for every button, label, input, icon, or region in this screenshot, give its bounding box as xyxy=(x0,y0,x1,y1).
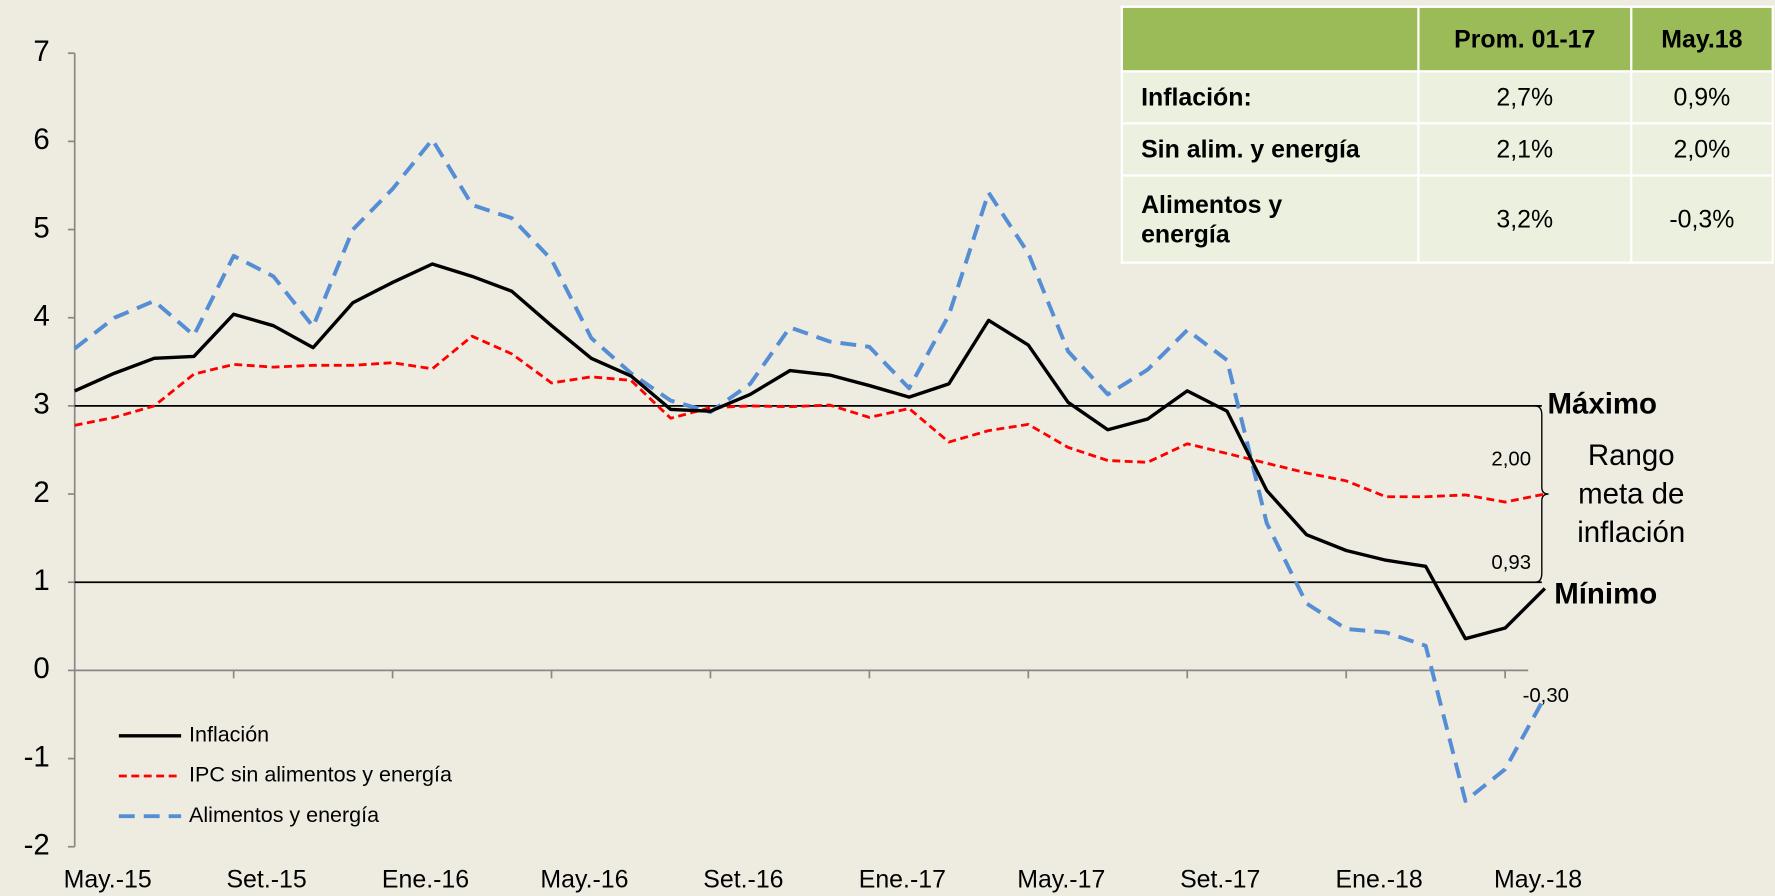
series-line xyxy=(74,262,1547,641)
cell: 3,2% xyxy=(1417,174,1633,264)
y-tick-label: -2 xyxy=(24,829,50,862)
x-tick-label: May.-17 xyxy=(1017,865,1105,893)
col-header: Prom. 01-17 xyxy=(1417,5,1633,73)
series-line xyxy=(73,137,1547,803)
x-tick-label: May.-16 xyxy=(540,865,628,893)
row-label: Inflación: xyxy=(1120,70,1420,125)
x-tick-label: Ene.-18 xyxy=(1336,865,1423,893)
y-tick-label: 1 xyxy=(33,564,49,597)
y-tick-label: 5 xyxy=(33,211,49,244)
reference-label: Máximo xyxy=(1547,388,1657,421)
end-label: -0,30 xyxy=(1523,685,1569,707)
row-label: Sin alim. y energía xyxy=(1120,122,1420,177)
range-label: meta de xyxy=(1578,478,1684,511)
legend-label: Alimentos y energía xyxy=(189,803,379,827)
end-label: 2,00 xyxy=(1491,448,1531,470)
reference-label: Mínimo xyxy=(1554,578,1657,611)
x-tick-label: Set.-15 xyxy=(226,865,306,893)
summary-table: Prom. 01-17 May.18 Inflación: 2,7% 0,9% Sin… xyxy=(1120,5,1774,264)
legend-label: Inflación xyxy=(189,722,269,746)
range-label: inflación xyxy=(1577,516,1685,549)
x-tick-label: Ene.-17 xyxy=(859,865,946,893)
range-label: Rango xyxy=(1588,439,1675,472)
y-tick-label: 3 xyxy=(33,388,49,421)
y-tick-label: 7 xyxy=(33,35,49,68)
cell: 2,7% xyxy=(1417,70,1633,125)
y-tick-label: -1 xyxy=(24,740,50,773)
legend-label: IPC sin alimentos y energía xyxy=(189,763,452,787)
x-tick-label: Ene.-16 xyxy=(382,865,469,893)
header-blank xyxy=(1120,5,1420,73)
series-line xyxy=(74,334,1546,504)
x-tick-label: May.-15 xyxy=(64,865,152,893)
x-tick-label: May.-18 xyxy=(1494,865,1582,893)
y-tick-label: 4 xyxy=(33,300,49,333)
y-tick-label: 6 xyxy=(33,123,49,156)
y-tick-label: 2 xyxy=(33,476,49,509)
cell: -0,3% xyxy=(1629,174,1774,264)
range-brace xyxy=(1534,405,1549,583)
x-tick-label: Set.-16 xyxy=(703,865,783,893)
col-header: May.18 xyxy=(1629,5,1774,73)
end-label: 0,93 xyxy=(1491,552,1531,574)
x-tick-label: Set.-17 xyxy=(1180,865,1260,893)
row-label: Alimentos y energía xyxy=(1120,174,1420,264)
cell: 2,1% xyxy=(1417,122,1633,177)
y-tick-label: 0 xyxy=(33,652,49,685)
cell: 2,0% xyxy=(1629,122,1774,177)
cell: 0,9% xyxy=(1629,70,1774,125)
